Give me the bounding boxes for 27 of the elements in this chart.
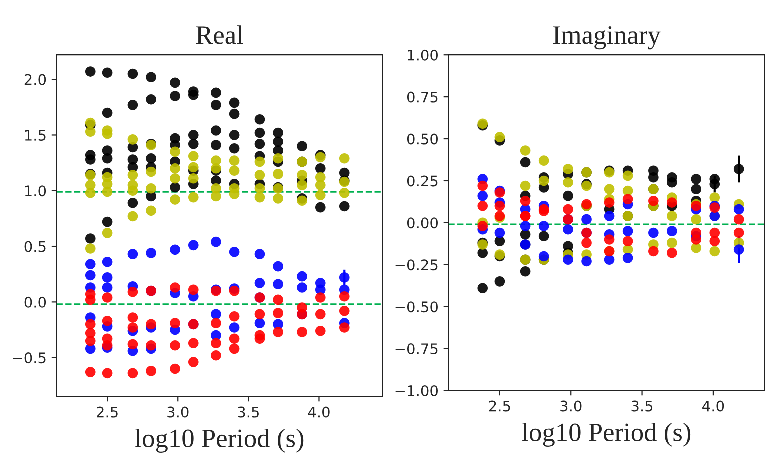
y-tick-label: 0.50 [407,134,438,145]
x-axis-title: log10 Period (s) [522,422,691,447]
x-tick-label: 4.0 [702,400,724,412]
x-tick-label: 4.0 [308,406,330,418]
y-tick-label: 0.25 [407,176,438,187]
chart-title: Real [196,26,244,44]
x-tick-label: 3.5 [238,406,259,418]
x-tick-label: 3.0 [560,400,582,412]
y-tick-label: 0.0 [24,296,46,308]
x-tick-label: 2.5 [97,406,118,418]
y-tick-label: 1.0 [25,186,46,197]
y-tick-label: −0.75 [396,344,438,355]
y-tick-label: −0.5 [13,352,46,364]
y-tick-label: −0.50 [396,302,438,313]
y-tick-label: 2.0 [24,74,46,86]
y-tick-label: −1.00 [396,385,438,397]
y-tick-label: 1.00 [408,50,438,61]
x-tick-label: 3.5 [632,400,653,412]
y-tick-label: 0.75 [407,92,438,103]
x-tick-label: 3.0 [168,406,189,418]
chart-title: Imaginary [553,26,661,50]
x-axis-title: log10 Period (s) [135,428,304,453]
y-tick-label: 0.00 [407,218,438,229]
y-tick-label: 1.5 [25,130,46,141]
y-tick-label: 0.5 [24,241,46,252]
y-tick-label: −0.25 [396,260,438,271]
x-tick-label: 2.5 [489,400,510,412]
